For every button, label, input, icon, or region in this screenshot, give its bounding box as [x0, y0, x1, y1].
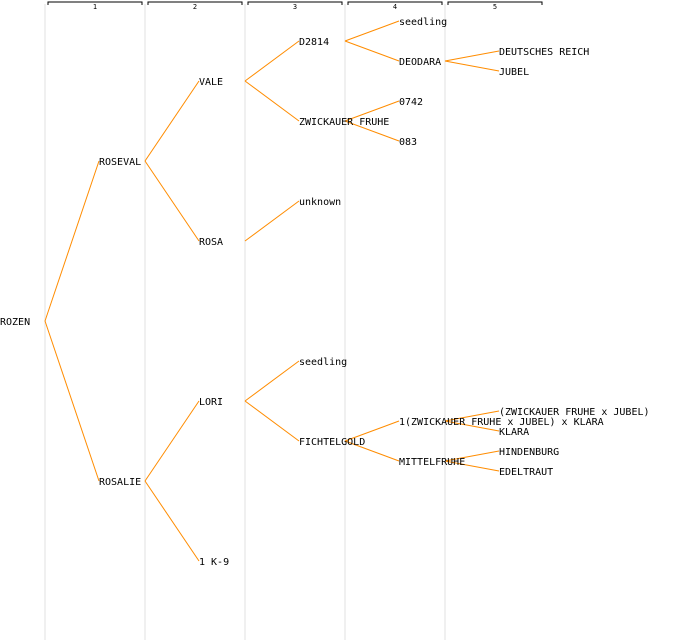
pedigree-edge — [444, 50, 500, 62]
pedigree-node: ROZEN — [0, 317, 30, 328]
pedigree-node: LORI — [199, 397, 223, 408]
pedigree-node: 083 — [399, 137, 417, 148]
pedigree-node: HINDENBURG — [499, 447, 559, 458]
pedigree-node: seedling — [399, 17, 447, 28]
pedigree-edge — [344, 120, 400, 142]
pedigree-node: JUBEL — [499, 67, 529, 78]
pedigree-node: MITTELFRUHE — [399, 457, 465, 468]
pedigree-node: seedling — [299, 357, 347, 368]
generation-number: 1 — [93, 3, 97, 11]
pedigree-edge — [344, 420, 400, 442]
pedigree-edge — [144, 400, 200, 482]
generation-bracket-2 — [147, 1, 243, 5]
pedigree-edge — [44, 160, 100, 322]
pedigree-node: ROSEVAL — [99, 157, 141, 168]
pedigree-edge — [244, 400, 300, 442]
generation-number: 4 — [393, 3, 397, 11]
pedigree-node: D2814 — [299, 37, 329, 48]
pedigree-edge — [344, 440, 400, 462]
pedigree-edge — [144, 80, 200, 162]
pedigree-edge — [244, 40, 300, 82]
pedigree-node: VALE — [199, 77, 223, 88]
pedigree-node: KLARA — [499, 427, 529, 438]
pedigree-edge — [344, 100, 400, 122]
pedigree-node: ZWICKAUER FRUHE — [299, 117, 389, 128]
generation-number: 3 — [293, 3, 297, 11]
pedigree-node: 1(ZWICKAUER FRUHE x JUBEL) x KLARA — [399, 417, 604, 428]
pedigree-edge — [444, 60, 500, 72]
pedigree-node: EDELTRAUT — [499, 467, 553, 478]
pedigree-edge — [444, 420, 500, 432]
pedigree-edge — [244, 80, 300, 122]
pedigree-node: ROSALIE — [99, 477, 141, 488]
pedigree-edge — [144, 480, 200, 562]
pedigree-edge — [444, 460, 500, 472]
pedigree-node: 0742 — [399, 97, 423, 108]
pedigree-node: FICHTELGOLD — [299, 437, 365, 448]
generation-bracket-1 — [47, 1, 143, 5]
pedigree-edge — [44, 320, 100, 482]
generation-bracket-5 — [447, 1, 543, 5]
pedigree-node: unknown — [299, 197, 341, 208]
pedigree-edge — [344, 20, 400, 42]
pedigree-edge — [444, 450, 500, 462]
generation-number: 5 — [493, 3, 497, 11]
pedigree-edge — [144, 160, 200, 242]
pedigree-node: 1 K-9 — [199, 557, 229, 568]
pedigree-node: (ZWICKAUER FRUHE x JUBEL) — [499, 407, 650, 418]
pedigree-edge — [244, 200, 300, 242]
generation-number: 2 — [193, 3, 197, 11]
pedigree-node: DEUTSCHES REICH — [499, 47, 589, 58]
pedigree-edge — [344, 40, 400, 62]
generation-bracket-4 — [347, 1, 443, 5]
pedigree-node: ROSA — [199, 237, 223, 248]
pedigree-node: DEODARA — [399, 57, 441, 68]
pedigree-edge — [244, 360, 300, 402]
pedigree-edge — [444, 410, 500, 422]
generation-bracket-3 — [247, 1, 343, 5]
